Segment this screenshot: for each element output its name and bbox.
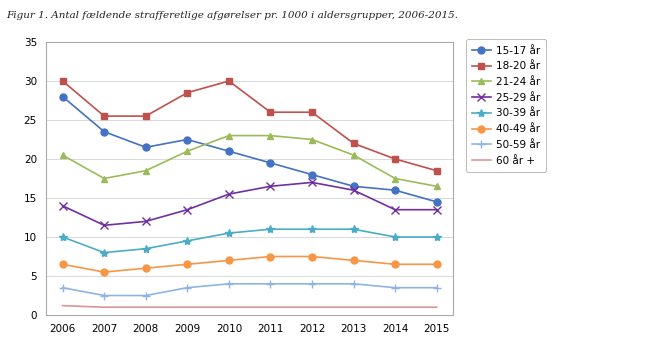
15-17 år <box>142 145 150 149</box>
21-24 år <box>142 169 150 173</box>
18-20 år <box>267 110 275 114</box>
18-20 år <box>58 79 66 83</box>
18-20 år <box>433 169 441 173</box>
21-24 år <box>58 153 66 157</box>
25-29 år <box>183 208 191 212</box>
15-17 år <box>391 188 399 192</box>
18-20 år <box>308 110 316 114</box>
15-17 år <box>58 94 66 99</box>
60 år + <box>142 305 150 309</box>
25-29 år <box>391 208 399 212</box>
Line: 18-20 år: 18-20 år <box>59 78 440 174</box>
40-49 år <box>391 262 399 266</box>
Line: 40-49 år: 40-49 år <box>59 253 440 275</box>
60 år + <box>58 303 66 308</box>
40-49 år <box>183 262 191 266</box>
50-59 år <box>58 286 66 290</box>
25-29 år <box>267 184 275 188</box>
Line: 60 år +: 60 år + <box>62 306 437 307</box>
21-24 år <box>350 153 357 157</box>
18-20 år <box>225 79 233 83</box>
18-20 år <box>183 91 191 95</box>
18-20 år <box>350 141 357 146</box>
25-29 år <box>308 180 316 184</box>
15-17 år <box>101 130 108 134</box>
50-59 år <box>225 282 233 286</box>
Line: 30-39 år: 30-39 år <box>58 225 441 257</box>
15-17 år <box>225 149 233 153</box>
50-59 år <box>267 282 275 286</box>
21-24 år <box>391 176 399 181</box>
50-59 år <box>101 293 108 298</box>
50-59 år <box>350 282 357 286</box>
15-17 år <box>433 200 441 204</box>
21-24 år <box>101 176 108 181</box>
30-39 år <box>101 251 108 255</box>
60 år + <box>225 305 233 309</box>
40-49 år <box>308 254 316 259</box>
Legend: 15-17 år, 18-20 år, 21-24 år, 25-29 år, 30-39 år, 40-49 år, 50-59 år, 60 år +: 15-17 år, 18-20 år, 21-24 år, 25-29 år, … <box>466 39 546 172</box>
15-17 år <box>183 138 191 142</box>
Line: 25-29 år: 25-29 år <box>58 178 441 230</box>
25-29 år <box>101 223 108 228</box>
Line: 21-24 år: 21-24 år <box>59 132 440 190</box>
30-39 år <box>350 227 357 231</box>
15-17 år <box>308 173 316 177</box>
40-49 år <box>350 258 357 262</box>
25-29 år <box>433 208 441 212</box>
50-59 år <box>433 286 441 290</box>
50-59 år <box>183 286 191 290</box>
18-20 år <box>391 157 399 161</box>
40-49 år <box>101 270 108 274</box>
30-39 år <box>58 235 66 239</box>
21-24 år <box>433 184 441 188</box>
30-39 år <box>267 227 275 231</box>
40-49 år <box>58 262 66 266</box>
25-29 år <box>58 204 66 208</box>
21-24 år <box>225 133 233 138</box>
60 år + <box>267 305 275 309</box>
30-39 år <box>391 235 399 239</box>
30-39 år <box>433 235 441 239</box>
15-17 år <box>350 184 357 188</box>
40-49 år <box>142 266 150 270</box>
40-49 år <box>267 254 275 259</box>
18-20 år <box>101 114 108 118</box>
60 år + <box>101 305 108 309</box>
40-49 år <box>433 262 441 266</box>
50-59 år <box>142 293 150 298</box>
21-24 år <box>183 149 191 153</box>
18-20 år <box>142 114 150 118</box>
21-24 år <box>267 133 275 138</box>
30-39 år <box>308 227 316 231</box>
Line: 15-17 år: 15-17 år <box>59 93 440 205</box>
25-29 år <box>142 219 150 224</box>
30-39 år <box>225 231 233 235</box>
30-39 år <box>142 247 150 251</box>
50-59 år <box>308 282 316 286</box>
25-29 år <box>225 192 233 196</box>
60 år + <box>350 305 357 309</box>
60 år + <box>183 305 191 309</box>
50-59 år <box>391 286 399 290</box>
60 år + <box>391 305 399 309</box>
25-29 år <box>350 188 357 192</box>
40-49 år <box>225 258 233 262</box>
15-17 år <box>267 161 275 165</box>
Line: 50-59 år: 50-59 år <box>58 280 441 300</box>
21-24 år <box>308 138 316 142</box>
60 år + <box>433 305 441 309</box>
60 år + <box>308 305 316 309</box>
30-39 år <box>183 239 191 243</box>
Text: Figur 1. Antal fældende strafferetlige afgørelser pr. 1000 i aldersgrupper, 2006: Figur 1. Antal fældende strafferetlige a… <box>7 10 459 20</box>
